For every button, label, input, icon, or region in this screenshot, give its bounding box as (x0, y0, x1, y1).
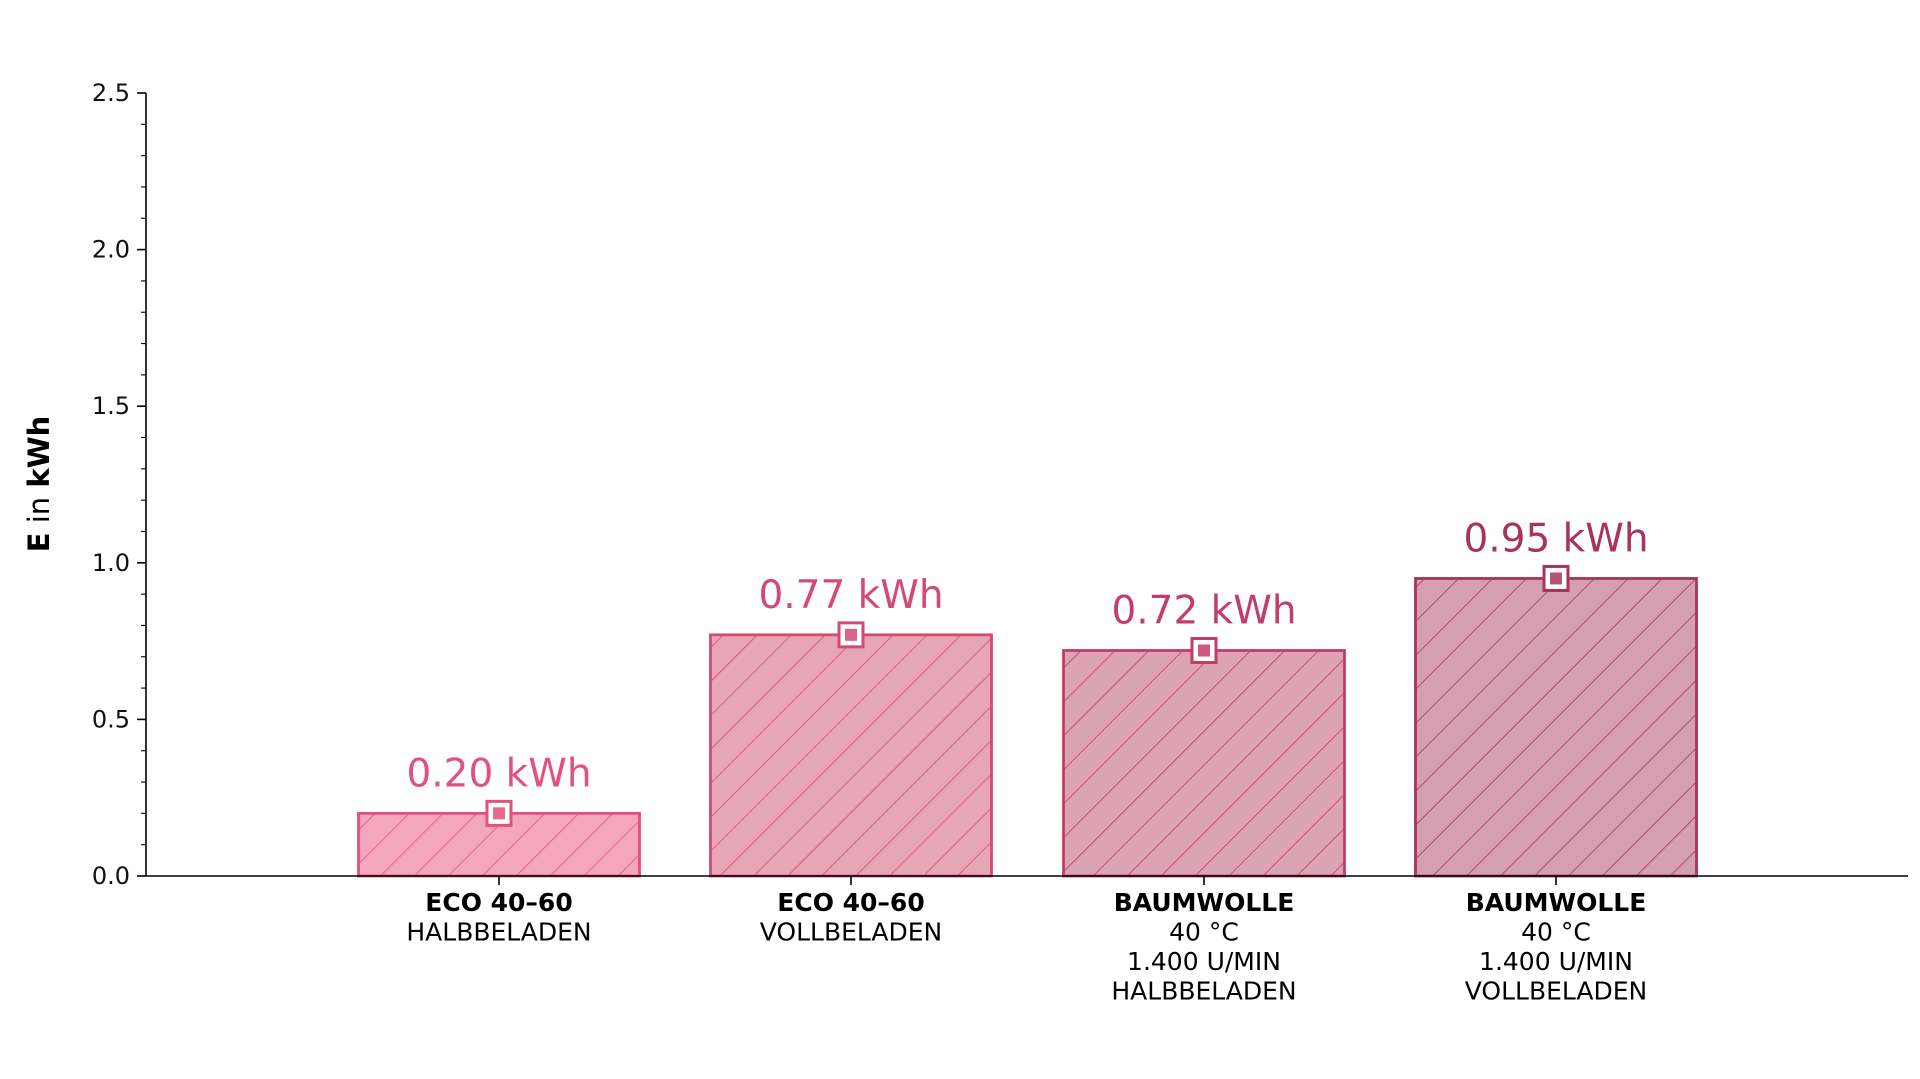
value-label-1: 0.20 kWh (406, 751, 591, 796)
axes-layer (145, 93, 1908, 877)
category-subline: 1.400 U/MIN (1127, 947, 1281, 976)
y-tick-label: 0.5 (92, 705, 130, 733)
value-marker-3 (1190, 636, 1218, 664)
category-subline: 40 °C (1521, 918, 1591, 947)
bar-4 (1414, 577, 1698, 878)
category-subline: HALBBELADEN (1111, 977, 1296, 1006)
category-subline: VOLLBELADEN (760, 918, 943, 947)
y-axis-title-symbol: E (22, 532, 56, 552)
value-label-3: 0.72 kWh (1111, 588, 1296, 633)
y-tick-label: 1.5 (92, 392, 130, 420)
value-marker-1 (485, 799, 513, 827)
y-axis-title-in: in (22, 488, 56, 533)
y-tick-label: 1.0 (92, 549, 130, 577)
y-axis-title-unit: kWh (22, 416, 56, 488)
markers-layer (485, 564, 1570, 827)
category-title: ECO 40–60 (777, 888, 924, 917)
category-subline: VOLLBELADEN (1465, 977, 1648, 1006)
y-tick-label: 2.5 (92, 79, 130, 107)
y-tick-label: 2.0 (92, 236, 130, 264)
category-title: BAUMWOLLE (1466, 888, 1647, 917)
value-marker-2 (837, 621, 865, 649)
value-labels-layer: 0.20 kWh 0.77 kWh 0.72 kWh 0.95 kWh (406, 516, 1648, 796)
bars-layer (357, 577, 1698, 878)
value-label-2: 0.77 kWh (758, 573, 943, 618)
category-title: ECO 40–60 (425, 888, 572, 917)
category-title: BAUMWOLLE (1114, 888, 1295, 917)
bar-2 (709, 633, 993, 878)
y-axis-title: E in kWh (22, 416, 56, 553)
category-subline: 1.400 U/MIN (1479, 947, 1633, 976)
bar-3 (1062, 649, 1346, 878)
ticks-layer: 0.0 0.5 1.0 1.5 2.0 2.5 (92, 79, 1557, 890)
y-tick-label: 0.0 (92, 862, 130, 890)
value-marker-4 (1542, 564, 1570, 592)
value-label-4: 0.95 kWh (1463, 516, 1648, 561)
category-subline: 40 °C (1169, 918, 1239, 947)
category-subline: HALBBELADEN (406, 918, 591, 947)
